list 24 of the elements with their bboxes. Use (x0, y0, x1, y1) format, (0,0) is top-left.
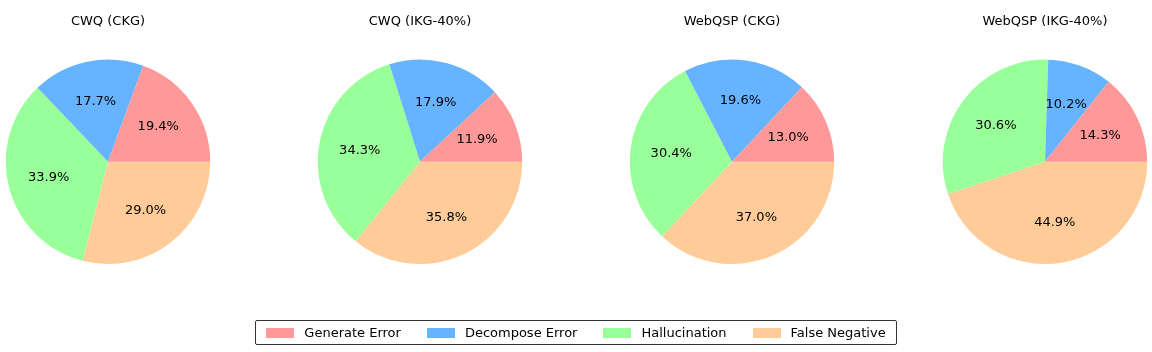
data-label: 13.0% (767, 128, 809, 144)
data-label: 34.3% (339, 141, 381, 157)
chart-title: CWQ (IKG-40%) (368, 13, 472, 29)
chart-title: WebQSP (CKG) (683, 13, 781, 29)
data-label: 19.4% (137, 118, 179, 134)
chart-title: CWQ (CKG) (70, 13, 146, 29)
data-label: 19.6% (719, 92, 762, 108)
data-label: 33.9% (28, 168, 70, 184)
legend-label: Generate Error (304, 325, 401, 340)
data-label: 30.6% (975, 116, 1017, 132)
chart-title: WebQSP (IKG-40%) (982, 13, 1108, 29)
data-label: 37.0% (735, 209, 778, 225)
data-label: 10.2% (1045, 95, 1087, 111)
data-label: 11.9% (456, 130, 498, 146)
data-label: 17.9% (415, 93, 457, 109)
legend-label: False Negative (790, 325, 886, 340)
data-label: 14.3% (1079, 126, 1121, 142)
legend-label: Decompose Error (464, 325, 578, 340)
data-label: 29.0% (124, 201, 167, 217)
data-label: 30.4% (650, 144, 692, 160)
data-label: 17.7% (74, 93, 117, 109)
data-label: 44.9% (1034, 213, 1076, 229)
legend-label: Hallucination (641, 325, 727, 340)
data-label: 35.8% (425, 208, 468, 224)
